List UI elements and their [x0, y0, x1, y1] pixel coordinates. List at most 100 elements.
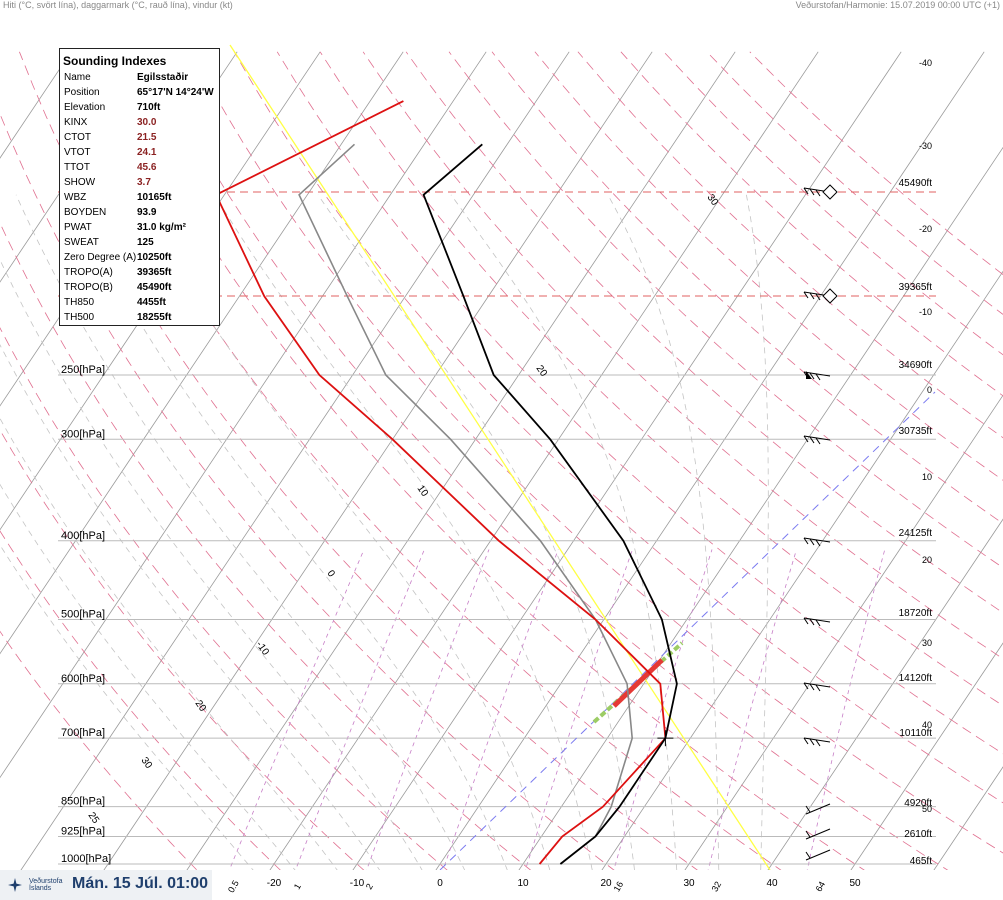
- dry-adiabat: [147, 51, 949, 870]
- isotherm-line: [269, 51, 819, 870]
- dry-adiabat: [104, 51, 865, 870]
- barb-stroke: [803, 537, 831, 543]
- wind-barb-icon: [805, 803, 831, 815]
- isotherm-line: [767, 518, 1003, 870]
- pressure-label: 600[hPa]: [61, 673, 105, 685]
- barb-stroke: [809, 683, 815, 691]
- height-label: 45490ft: [899, 178, 933, 189]
- wind-barb-icon: [805, 849, 831, 861]
- mixing-ratio-label: 1: [292, 882, 303, 891]
- index-value: 45.6: [137, 162, 157, 173]
- wind-barb-icon: [803, 371, 831, 381]
- parcel-line: [298, 143, 634, 865]
- wind-barb-icon: [803, 617, 831, 627]
- mixing-ratio-line: [366, 549, 490, 870]
- isotherm-line: [684, 394, 1003, 870]
- index-value: 10165ft: [137, 192, 172, 203]
- x-tick-label: 50: [849, 878, 861, 889]
- dry-adiabat: [62, 51, 782, 870]
- barb-stroke: [815, 293, 821, 301]
- dry-adiabat: [0, 222, 532, 870]
- index-value: 45490ft: [137, 282, 172, 293]
- height-label: 465ft: [910, 856, 932, 867]
- barb-pennant: [806, 371, 812, 379]
- x-tick-label: 30: [683, 878, 695, 889]
- mixing-ratio-label: 16: [612, 880, 626, 894]
- index-label: TH850: [64, 297, 95, 308]
- index-label: SWEAT: [64, 237, 99, 248]
- adiabat-label: 25: [86, 810, 102, 826]
- barb-stroke: [805, 828, 831, 840]
- dry-adiabat: [19, 51, 698, 870]
- barb-stroke: [805, 803, 831, 815]
- dry-adiabat: [362, 51, 1003, 660]
- forecast-time: Mán. 15 Júl. 01:00: [72, 875, 209, 892]
- barb-stroke: [809, 188, 815, 196]
- isotherm-line: [186, 51, 736, 870]
- barb-stroke: [815, 373, 821, 381]
- index-value: Egilsstaðir: [137, 72, 189, 83]
- height-label: 30735ft: [899, 426, 933, 437]
- lcl-reference-line: [439, 391, 936, 870]
- adiabat-label: 0: [325, 568, 337, 579]
- barb-stroke: [803, 682, 831, 688]
- moist-adiabat: [746, 194, 769, 870]
- mixing-ratio-line: [228, 549, 365, 870]
- right-temp-label: -20: [919, 224, 932, 234]
- dry-adiabat: [0, 429, 365, 870]
- right-temp-label: 30: [922, 638, 932, 648]
- mixing-ratio-line: [707, 549, 797, 870]
- height-label: 18720ft: [899, 608, 933, 619]
- barb-stroke: [803, 291, 809, 299]
- index-value: 710ft: [137, 102, 161, 113]
- x-tick-label: 0: [437, 878, 443, 889]
- barb-stroke: [805, 805, 811, 813]
- vedurstofa-logo-icon: [8, 878, 22, 892]
- barb-stroke: [803, 371, 831, 377]
- mixing-ratio-label: 0.5: [226, 879, 241, 895]
- index-value: 39365ft: [137, 267, 172, 278]
- mixing-ratio-label: 32: [710, 880, 724, 894]
- dry-adiabat: [749, 51, 1003, 276]
- isotherm-line: [0, 51, 321, 531]
- dry-adiabat: [0, 327, 448, 870]
- wind-barb-icon: [803, 682, 831, 692]
- barb-stroke: [803, 617, 809, 625]
- adiabat-label: 30: [705, 192, 721, 208]
- barb-stroke: [809, 436, 815, 444]
- barb-stroke: [815, 739, 821, 747]
- indexes-title: Sounding Indexes: [63, 54, 167, 68]
- mixing-ratio-label: 64: [814, 880, 828, 894]
- adiabat-label: 10: [415, 483, 431, 499]
- barb-stroke: [803, 682, 809, 690]
- right-temp-label: -10: [919, 307, 932, 317]
- index-label: VTOT: [64, 147, 91, 158]
- isotherm-line: [103, 51, 653, 870]
- dry-adiabat: [448, 51, 1003, 569]
- barb-stroke: [815, 437, 821, 445]
- wind-barb-icon: [803, 435, 831, 445]
- index-value: 31.0 kg/m²: [137, 222, 186, 233]
- barb-stroke: [803, 537, 809, 545]
- zero-isotherm-line: [229, 44, 771, 870]
- x-tick-label: -20: [267, 878, 282, 889]
- isotherm-line: [0, 51, 404, 655]
- tropopause-marker-icon: [822, 184, 838, 200]
- chart-caption: Hiti (°C, svört lína), daggarmark (°C, r…: [3, 0, 233, 10]
- isotherm-line: [435, 51, 985, 870]
- barb-stroke: [809, 292, 815, 300]
- index-label: Position: [64, 87, 100, 98]
- index-value: 93.9: [137, 207, 157, 218]
- index-value: 30.0: [137, 117, 157, 128]
- wind-barb-icon: [803, 537, 831, 547]
- logo-line-1: Veðurstofa: [29, 878, 63, 885]
- moist-adiabat: [214, 194, 593, 870]
- mixing-ratio-line: [613, 549, 713, 870]
- logo-line-2: Íslands: [29, 885, 52, 892]
- barb-stroke: [815, 539, 821, 547]
- dry-adiabat: [663, 51, 1003, 356]
- pressure-label: 700[hPa]: [61, 727, 105, 739]
- pressure-label: 925[hPa]: [61, 825, 105, 837]
- right-temp-label: 50: [922, 804, 932, 814]
